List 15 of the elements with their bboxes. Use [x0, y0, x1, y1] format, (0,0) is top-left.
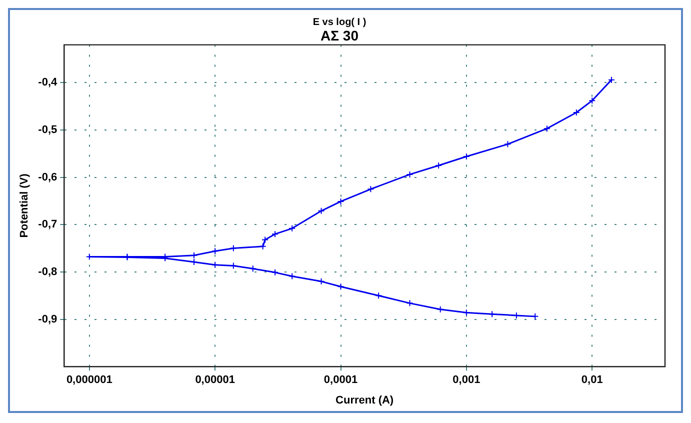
x-tick-label: 0,001	[452, 374, 480, 386]
y-tick-label: -0,9	[38, 313, 58, 326]
y-tick-label: -0,7	[38, 218, 58, 231]
x-tick-label: 0,0001	[324, 374, 358, 386]
x-tick-label: 0,000001	[66, 374, 112, 386]
x-axis-title: Current (A)	[336, 394, 394, 406]
y-axis-title: Potential (V)	[18, 173, 31, 238]
chart-title: E vs log( I )	[312, 16, 366, 28]
y-tick-label: -0,4	[38, 76, 58, 89]
x-tick-label: 0,01	[581, 374, 603, 386]
y-tick-label: -0,5	[38, 124, 58, 136]
chart-subtitle: ΑΣ 30	[320, 27, 359, 44]
x-tick-label: 0,00001	[195, 374, 235, 386]
y-tick-label: -0,6	[38, 171, 58, 184]
y-tick-label: -0,8	[38, 266, 58, 278]
